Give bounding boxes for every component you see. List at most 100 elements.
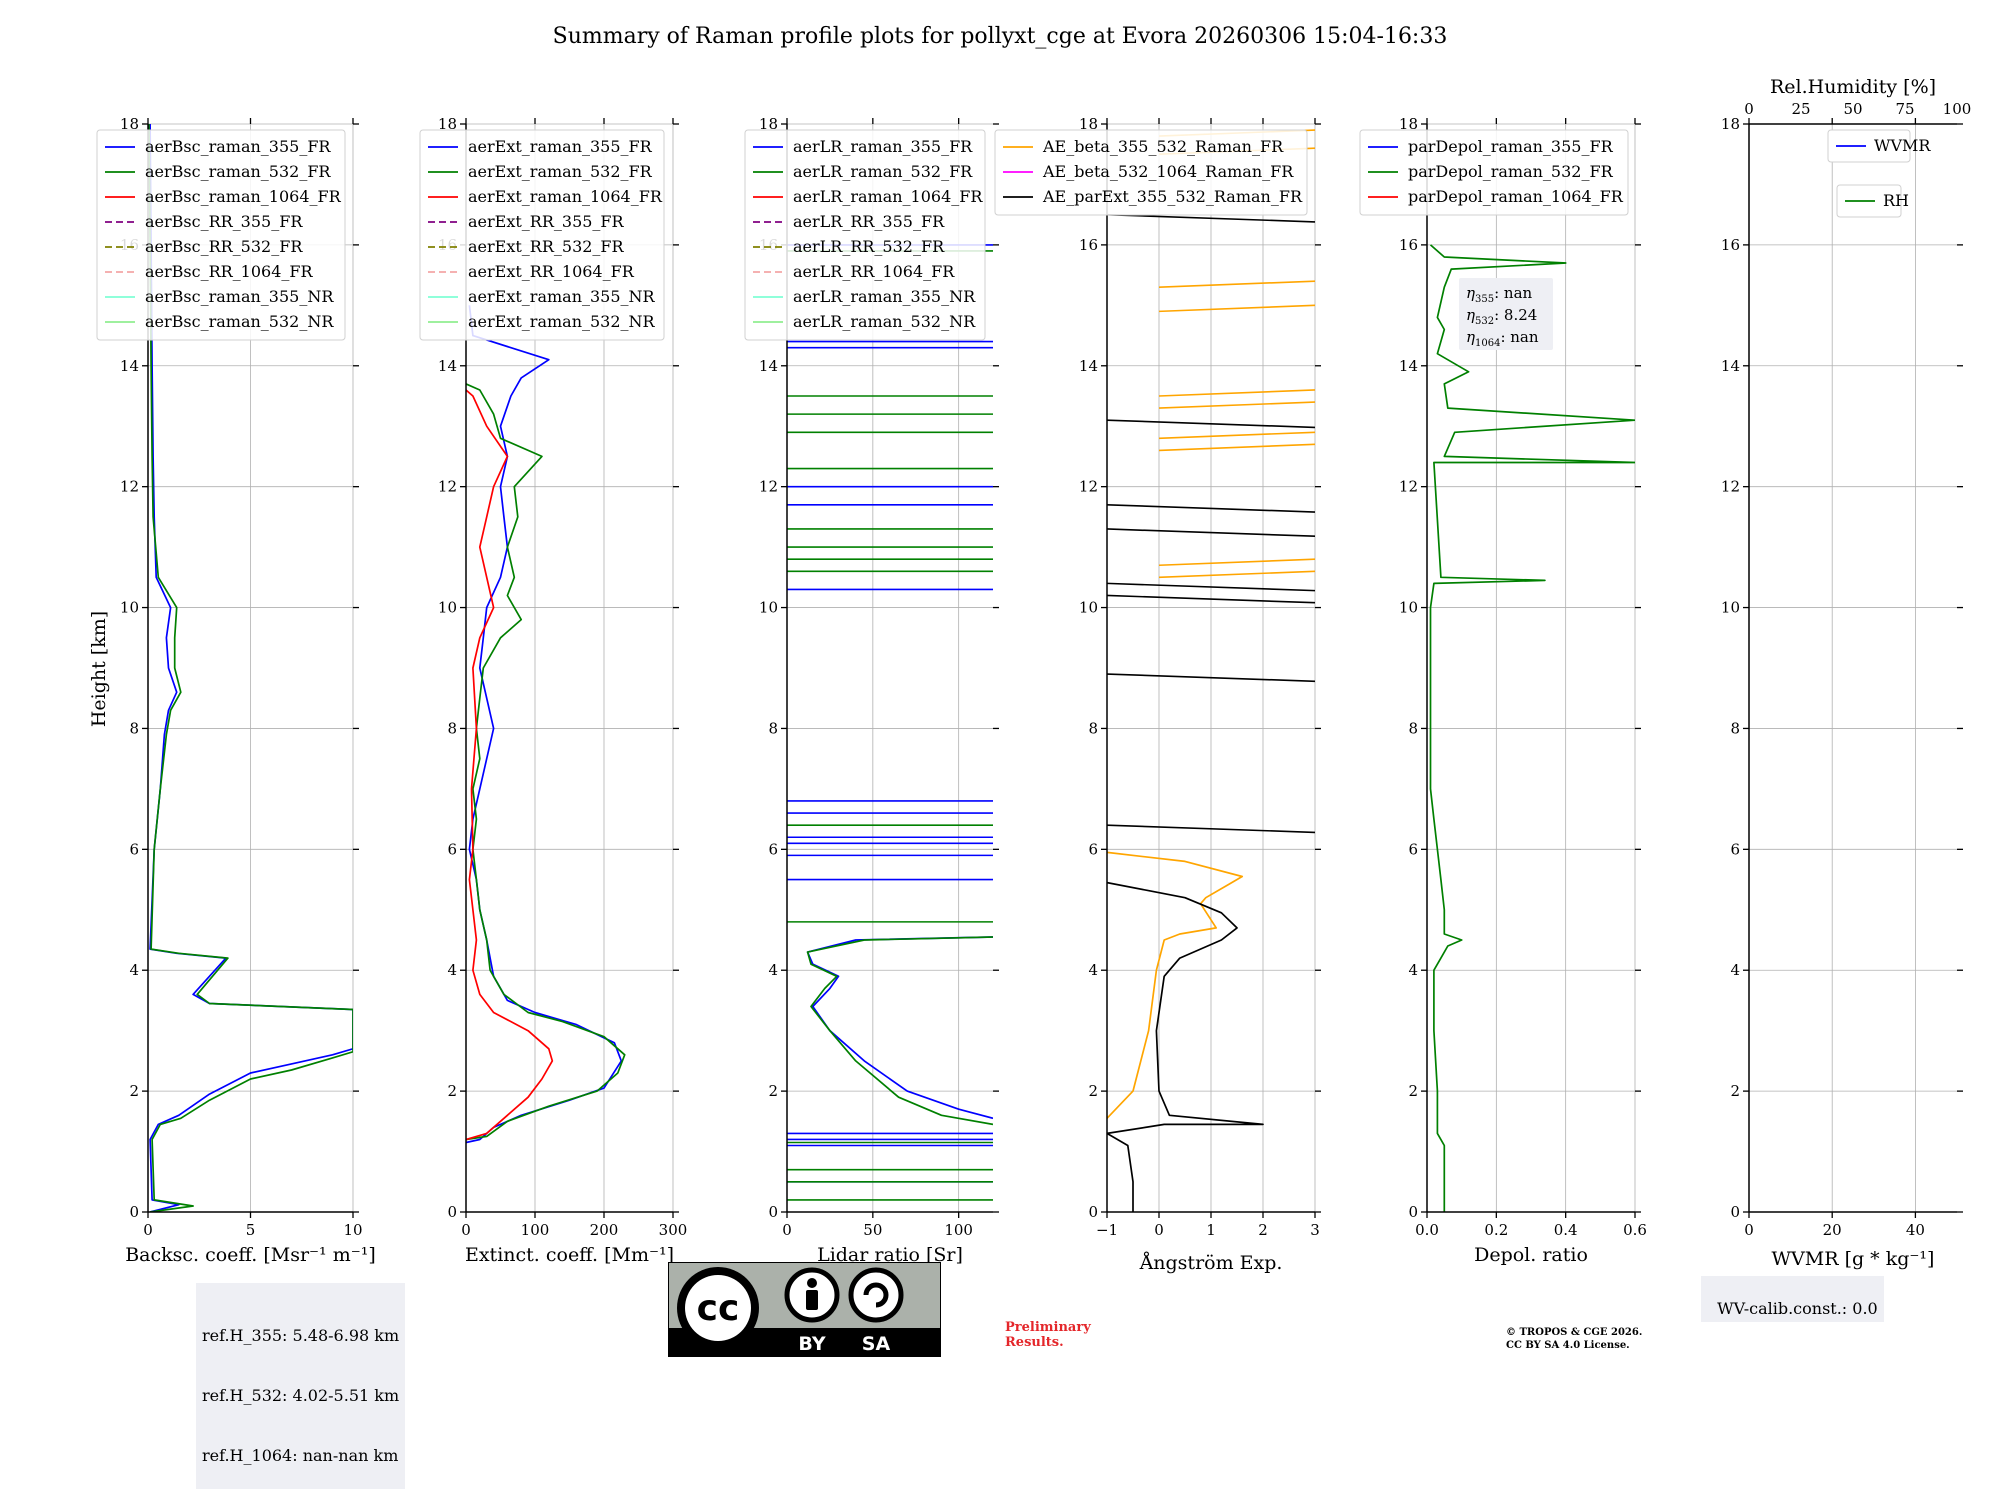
y-tick-label: 6 bbox=[129, 840, 139, 858]
y-tick-label: 18 bbox=[759, 115, 778, 133]
wv-calib-box: WV-calib.const.: 0.0 bbox=[1701, 1276, 1884, 1322]
y-tick-label: 2 bbox=[447, 1082, 457, 1100]
angstrom-beta-segment bbox=[1158, 570, 1315, 579]
eta-annotation-line: η355: nan bbox=[1466, 284, 1533, 305]
share-alike-arrow-icon bbox=[863, 1282, 889, 1308]
y-tick-label: 2 bbox=[768, 1082, 778, 1100]
y-tick-label: 14 bbox=[1399, 357, 1418, 375]
x-tick-label: 0 bbox=[1154, 1221, 1164, 1239]
series-aerExt_raman_355_FR bbox=[466, 305, 623, 1144]
x-axis-label: Lidar ratio [Sr] bbox=[817, 1244, 963, 1266]
x-tick-label: 0.0 bbox=[1415, 1221, 1439, 1239]
legend-entry: aerBsc_raman_355_FR bbox=[145, 137, 331, 156]
eta-annotation-box bbox=[1459, 278, 1553, 350]
y-tick-label: 14 bbox=[1079, 357, 1098, 375]
y-tick-label: 0 bbox=[447, 1203, 457, 1221]
x-tick-label: 20 bbox=[1823, 1221, 1842, 1239]
legend-entry: aerBsc_raman_532_FR bbox=[145, 162, 331, 181]
y-tick-label: 14 bbox=[120, 357, 139, 375]
top-x-tick-label: 25 bbox=[1791, 100, 1810, 118]
legend-box bbox=[744, 129, 986, 341]
top-x-tick-label: 50 bbox=[1843, 100, 1862, 118]
y-tick-label: 8 bbox=[1730, 719, 1740, 737]
ref-height-532: ref.H_532: 4.02-5.51 km bbox=[202, 1386, 400, 1405]
y-tick-label: 0 bbox=[129, 1203, 139, 1221]
y-tick-label: 0 bbox=[1408, 1203, 1418, 1221]
x-tick-label: 300 bbox=[659, 1221, 688, 1239]
plot-area bbox=[1429, 244, 1635, 1212]
y-tick-label: 12 bbox=[759, 478, 778, 496]
legend-entry: parDepol_raman_532_FR bbox=[1408, 162, 1614, 181]
legend-entry: aerLR_raman_355_NR bbox=[793, 287, 976, 306]
angstrom-beta-segment bbox=[1158, 558, 1315, 567]
y-tick-label: 12 bbox=[1721, 478, 1740, 496]
y-tick-label: 18 bbox=[1721, 115, 1740, 133]
legend-entry: aerLR_RR_1064_FR bbox=[793, 262, 955, 281]
y-tick-label: 4 bbox=[1408, 961, 1418, 979]
x-tick-label: 0 bbox=[782, 1221, 792, 1239]
y-tick-label: 10 bbox=[1079, 599, 1098, 617]
y-tick-label: 6 bbox=[447, 840, 457, 858]
y-tick-label: 4 bbox=[1730, 961, 1740, 979]
x-axis-label: WVMR [g * kg⁻¹] bbox=[1772, 1248, 1935, 1270]
panel-lidar_ratio: 024681012141618050100Lidar ratio [Sr]aer… bbox=[744, 115, 999, 1266]
angstrom-beta-segment bbox=[1158, 431, 1315, 440]
y-tick-label: 16 bbox=[1399, 236, 1418, 254]
angstrom-parext-segment bbox=[1107, 594, 1315, 604]
series-aerExt_raman_1064_FR bbox=[466, 389, 554, 1141]
series-aerBsc_raman_532_FR bbox=[148, 124, 353, 1212]
x-tick-label: 10 bbox=[343, 1221, 362, 1239]
x-tick-label: 0.6 bbox=[1623, 1221, 1647, 1239]
y-tick-label: 0 bbox=[1088, 1203, 1098, 1221]
y-tick-label: 8 bbox=[447, 719, 457, 737]
top-x-tick-label: 0 bbox=[1744, 100, 1754, 118]
y-tick-label: 6 bbox=[1408, 840, 1418, 858]
angstrom-parext-segment bbox=[1107, 419, 1315, 429]
y-tick-label: 10 bbox=[1721, 599, 1740, 617]
preliminary-line-2: Results. bbox=[1005, 1335, 1064, 1350]
wv-calib-text: WV-calib.const.: 0.0 bbox=[1717, 1299, 1878, 1318]
y-tick-label: 4 bbox=[447, 961, 457, 979]
top-x-tick-label: 75 bbox=[1895, 100, 1914, 118]
top-x-tick-label: 100 bbox=[1943, 100, 1972, 118]
badge-sa-label: SA bbox=[862, 1333, 891, 1355]
plot-area bbox=[148, 124, 353, 1212]
y-tick-label: 4 bbox=[768, 961, 778, 979]
panel-extinction: 0246810121416180100200300Extinct. coeff.… bbox=[419, 115, 688, 1266]
legend-entry: aerExt_raman_355_NR bbox=[468, 287, 656, 306]
legend-box bbox=[96, 129, 346, 341]
x-tick-label: 0.4 bbox=[1554, 1221, 1578, 1239]
legend-entry: parDepol_raman_355_FR bbox=[1408, 137, 1614, 156]
legend-entry: aerExt_RR_1064_FR bbox=[468, 262, 635, 281]
y-tick-label: 0 bbox=[768, 1203, 778, 1221]
series-AE_beta_355_532_Raman_FR bbox=[1107, 851, 1244, 1119]
legend-entry: aerExt_raman_355_FR bbox=[468, 137, 653, 156]
angstrom-parext-segment bbox=[1107, 213, 1315, 223]
legend-entry: AE_beta_355_532_Raman_FR bbox=[1042, 137, 1284, 156]
legend-entry: aerLR_RR_355_FR bbox=[793, 212, 945, 231]
ref-heights-box: ref.H_355: 5.48-6.98 km ref.H_532: 4.02-… bbox=[196, 1283, 406, 1489]
x-tick-label: 0 bbox=[1744, 1221, 1754, 1239]
y-axis-label: Height [km] bbox=[88, 611, 110, 727]
y-tick-label: 6 bbox=[1730, 840, 1740, 858]
x-tick-label: 0 bbox=[461, 1221, 471, 1239]
y-tick-label: 18 bbox=[438, 115, 457, 133]
person-head-icon bbox=[807, 1278, 817, 1288]
x-tick-label: 2 bbox=[1258, 1221, 1268, 1239]
legend-box bbox=[994, 129, 1308, 216]
preliminary-results-note: Preliminary Results. bbox=[1005, 1320, 1091, 1350]
cc-by-sa-license-badge: cc BY SA bbox=[668, 1262, 941, 1357]
y-tick-label: 2 bbox=[1408, 1082, 1418, 1100]
y-tick-label: 8 bbox=[1408, 719, 1418, 737]
plot-area bbox=[1107, 129, 1315, 1212]
cc-logo-text: cc bbox=[697, 1288, 740, 1329]
series-AE_parExt_355_532_Raman_FR bbox=[1107, 881, 1264, 1212]
y-tick-label: 4 bbox=[1088, 961, 1098, 979]
y-tick-label: 2 bbox=[1088, 1082, 1098, 1100]
y-tick-label: 14 bbox=[438, 357, 457, 375]
ref-height-1064: ref.H_1064: nan-nan km bbox=[202, 1446, 399, 1465]
y-tick-label: 10 bbox=[759, 599, 778, 617]
y-tick-label: 4 bbox=[129, 961, 139, 979]
x-tick-label: 100 bbox=[521, 1221, 550, 1239]
plot-area bbox=[466, 305, 626, 1144]
